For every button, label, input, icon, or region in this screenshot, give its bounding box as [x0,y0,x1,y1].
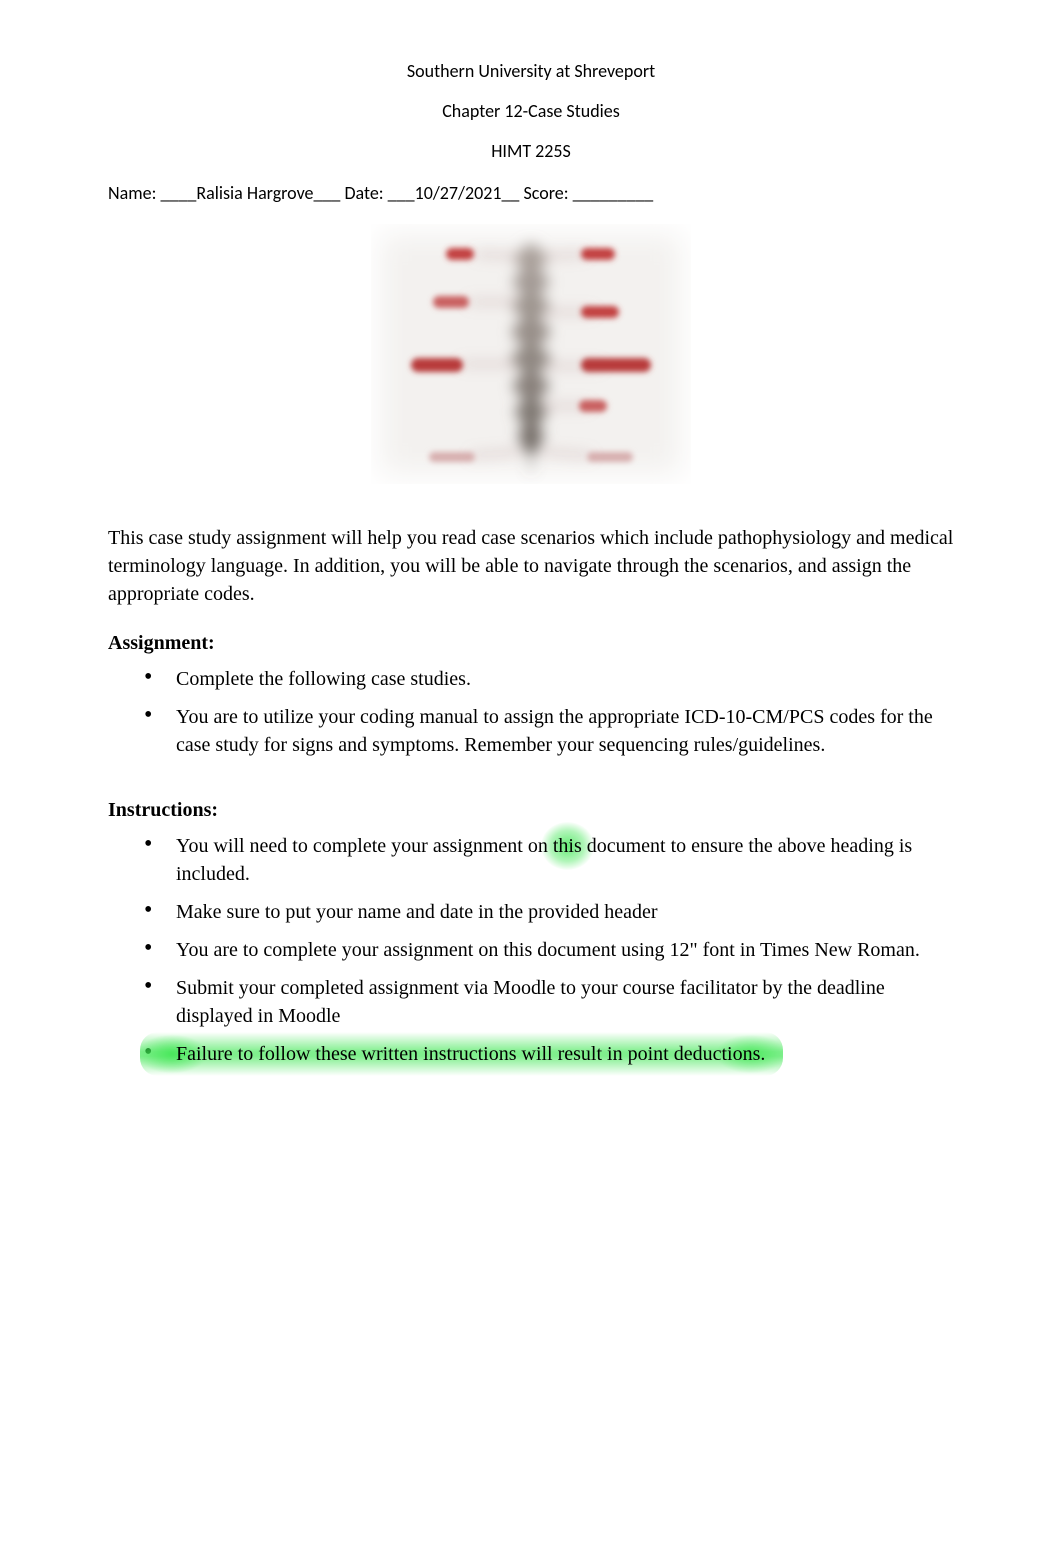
instructions-item: Submit your completed assignment via Moo… [144,974,954,1030]
instructions-item: You will need to complete your assignmen… [144,832,954,888]
date-value: 10/27/2021 [415,182,502,204]
course-code: HIMT 225S [108,140,954,162]
instructions-item: You are to complete your assignment on t… [144,936,954,964]
name-value: Ralisia Hargrove [196,182,313,204]
spine-diagram [108,224,954,484]
assignment-item: You are to utilize your coding manual to… [144,703,954,759]
instructions-item: Failure to follow these written instruct… [144,1040,954,1068]
assignment-item: Complete the following case studies. [144,665,954,693]
highlighted-word: this [553,832,582,860]
score-label: Score: _________ [523,182,653,204]
intro-paragraph: This case study assignment will help you… [108,524,954,608]
name-date-score-line: Name: ____Ralisia Hargrove___ Date: ___1… [108,182,954,204]
date-trail: __ [501,182,523,204]
name-label: Name: ____ [108,182,196,204]
instructions-item: Make sure to put your name and date in t… [144,898,954,926]
chapter-title: Chapter 12-Case Studies [108,100,954,122]
assignment-heading: Assignment: [108,632,954,655]
highlighted-line: Failure to follow these written instruct… [176,1040,765,1068]
assignment-list: Complete the following case studies. You… [108,665,954,759]
document-header: Southern University at Shreveport Chapte… [108,60,954,162]
university-name: Southern University at Shreveport [108,60,954,82]
instructions-heading: Instructions: [108,799,954,822]
instructions-item-pre: You will need to complete your assignmen… [176,835,553,857]
date-label: Date: ___ [344,182,414,204]
name-trail: ___ [314,182,345,204]
instructions-list: You will need to complete your assignmen… [108,832,954,1068]
